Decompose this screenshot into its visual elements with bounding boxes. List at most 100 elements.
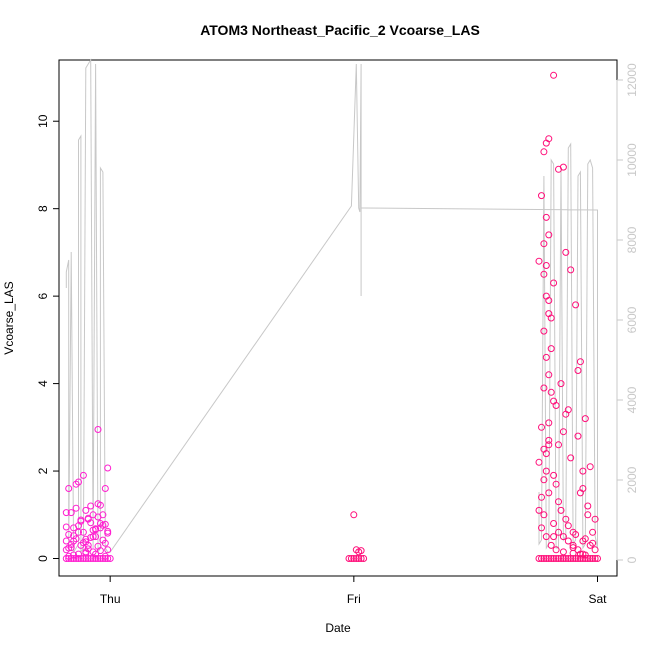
data-point bbox=[535, 506, 543, 514]
data-point bbox=[552, 480, 560, 488]
data-point bbox=[82, 548, 90, 556]
data-point bbox=[540, 327, 548, 335]
y-axis-label: Vcoarse_LAS bbox=[2, 281, 16, 354]
data-point bbox=[352, 555, 360, 562]
plot-area-frame bbox=[58, 59, 618, 577]
x-axis-label: Date bbox=[325, 621, 351, 635]
data-point bbox=[559, 428, 567, 436]
series-line bbox=[65, 58, 598, 554]
data-point bbox=[360, 555, 368, 562]
data-point bbox=[538, 555, 545, 562]
data-point bbox=[104, 529, 112, 537]
data-point bbox=[552, 546, 560, 554]
data-point bbox=[62, 523, 70, 531]
data-point bbox=[545, 436, 553, 444]
data-point bbox=[572, 531, 580, 538]
data-point bbox=[555, 528, 562, 536]
data-point bbox=[562, 248, 570, 256]
data-point bbox=[547, 555, 555, 562]
data-point bbox=[557, 380, 565, 388]
data-point bbox=[574, 367, 582, 374]
y-axis-right: 0 2000 4000 6000 8000 10000 12000 bbox=[616, 63, 639, 563]
y2-tick-label: 2000 bbox=[625, 466, 639, 493]
data-point bbox=[540, 511, 548, 519]
data-point bbox=[70, 532, 78, 540]
data-point bbox=[62, 509, 70, 517]
data-point bbox=[569, 541, 577, 549]
data-point bbox=[550, 71, 558, 79]
data-point bbox=[82, 535, 90, 543]
data-point bbox=[104, 464, 112, 472]
data-point bbox=[94, 500, 102, 508]
data-point bbox=[77, 516, 85, 524]
data-point bbox=[357, 555, 365, 562]
data-point bbox=[92, 550, 100, 558]
data-point bbox=[547, 388, 555, 396]
data-point bbox=[79, 528, 87, 536]
data-point bbox=[87, 555, 95, 562]
data-point bbox=[82, 555, 90, 562]
data-point bbox=[542, 467, 550, 475]
data-point bbox=[72, 480, 80, 488]
x-tick-label: Sat bbox=[588, 592, 607, 606]
data-point bbox=[589, 528, 597, 536]
data-point bbox=[87, 519, 95, 527]
data-point bbox=[62, 537, 70, 545]
data-point bbox=[550, 279, 558, 287]
data-point bbox=[555, 441, 562, 449]
data-point bbox=[70, 551, 78, 559]
data-point bbox=[94, 426, 102, 433]
data-point bbox=[540, 148, 548, 156]
y-axis-left: 0 2 4 6 8 10 bbox=[36, 114, 60, 562]
data-point bbox=[65, 552, 73, 560]
y2-tick-label: 0 bbox=[625, 556, 639, 563]
data-point bbox=[65, 485, 73, 492]
data-point bbox=[559, 533, 567, 541]
data-point bbox=[345, 555, 353, 562]
data-point bbox=[70, 537, 78, 545]
data-point bbox=[562, 515, 570, 523]
data-point bbox=[540, 476, 548, 484]
data-point bbox=[550, 555, 558, 562]
x-axis: Thu Fri Sat bbox=[100, 575, 607, 606]
y-tick-label: 6 bbox=[36, 292, 50, 299]
data-point bbox=[589, 555, 597, 562]
data-point bbox=[535, 555, 543, 562]
data-point bbox=[94, 542, 102, 550]
y-tick-label: 10 bbox=[36, 114, 50, 128]
data-point bbox=[92, 555, 100, 562]
data-point bbox=[591, 546, 599, 554]
data-point bbox=[535, 257, 543, 265]
data-point bbox=[579, 467, 587, 475]
data-point bbox=[350, 511, 358, 519]
data-point bbox=[545, 489, 553, 497]
data-point bbox=[99, 511, 107, 519]
data-point bbox=[559, 548, 567, 556]
data-point bbox=[567, 454, 575, 462]
data-point bbox=[562, 555, 570, 562]
data-point bbox=[569, 555, 577, 562]
x-tick-label: Thu bbox=[100, 592, 121, 606]
data-point bbox=[545, 297, 553, 304]
data-point bbox=[65, 555, 73, 562]
data-point bbox=[567, 266, 575, 274]
data-point bbox=[564, 522, 572, 530]
data-point bbox=[589, 539, 597, 547]
data-point bbox=[574, 432, 582, 440]
data-point bbox=[576, 489, 584, 497]
data-point bbox=[350, 555, 358, 562]
x-tick-label: Fri bbox=[347, 592, 361, 606]
data-point bbox=[581, 415, 589, 423]
data-point bbox=[572, 301, 580, 309]
data-point bbox=[542, 213, 550, 221]
data-point bbox=[72, 504, 80, 512]
data-point bbox=[547, 541, 555, 549]
data-point bbox=[347, 555, 355, 562]
data-point bbox=[96, 524, 104, 532]
data-point bbox=[545, 555, 553, 562]
data-point bbox=[535, 458, 543, 466]
data-point bbox=[540, 270, 548, 278]
data-point bbox=[562, 410, 570, 418]
data-point bbox=[559, 555, 567, 562]
